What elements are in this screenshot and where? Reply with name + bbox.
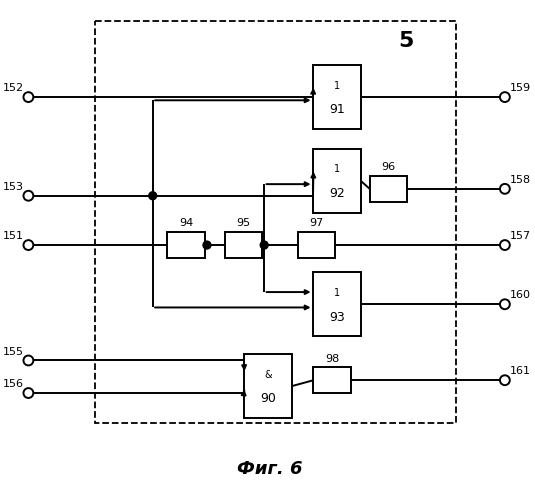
Text: 159: 159 — [510, 83, 531, 93]
Circle shape — [149, 192, 157, 200]
Circle shape — [500, 92, 510, 102]
Text: &: & — [264, 370, 272, 380]
Text: 160: 160 — [510, 290, 531, 300]
Circle shape — [24, 191, 33, 201]
Text: 1: 1 — [334, 288, 340, 298]
Text: 1: 1 — [334, 80, 340, 90]
Text: 92: 92 — [329, 187, 345, 200]
Text: 98: 98 — [325, 353, 339, 363]
Bar — [370, 176, 407, 202]
Text: Фиг. 6: Фиг. 6 — [238, 460, 303, 478]
Bar — [314, 149, 361, 213]
Circle shape — [24, 240, 33, 250]
Bar — [314, 272, 361, 336]
Circle shape — [500, 240, 510, 250]
Text: 5: 5 — [399, 31, 414, 51]
Bar — [225, 232, 262, 258]
Text: 96: 96 — [381, 162, 395, 172]
Text: 90: 90 — [260, 392, 276, 406]
Circle shape — [500, 184, 510, 194]
Text: 152: 152 — [2, 83, 24, 93]
Bar — [297, 232, 335, 258]
Circle shape — [24, 92, 33, 102]
Bar — [244, 354, 292, 418]
Text: 155: 155 — [3, 347, 24, 357]
Text: 161: 161 — [510, 366, 531, 376]
Text: 151: 151 — [3, 231, 24, 241]
Circle shape — [24, 388, 33, 398]
Text: 97: 97 — [309, 219, 324, 229]
Circle shape — [203, 241, 211, 249]
Text: 153: 153 — [3, 182, 24, 192]
Text: 94: 94 — [179, 219, 193, 229]
Bar — [95, 21, 455, 423]
Text: 1: 1 — [334, 164, 340, 174]
Circle shape — [500, 375, 510, 385]
Text: 95: 95 — [236, 219, 250, 229]
Text: 157: 157 — [510, 231, 531, 241]
Text: 91: 91 — [329, 103, 345, 116]
Bar — [314, 65, 361, 129]
Text: 158: 158 — [510, 175, 531, 185]
Bar — [167, 232, 205, 258]
Circle shape — [24, 356, 33, 365]
Text: 93: 93 — [329, 310, 345, 323]
Bar — [314, 367, 351, 393]
Circle shape — [500, 299, 510, 309]
Circle shape — [260, 241, 268, 249]
Text: 156: 156 — [3, 379, 24, 389]
